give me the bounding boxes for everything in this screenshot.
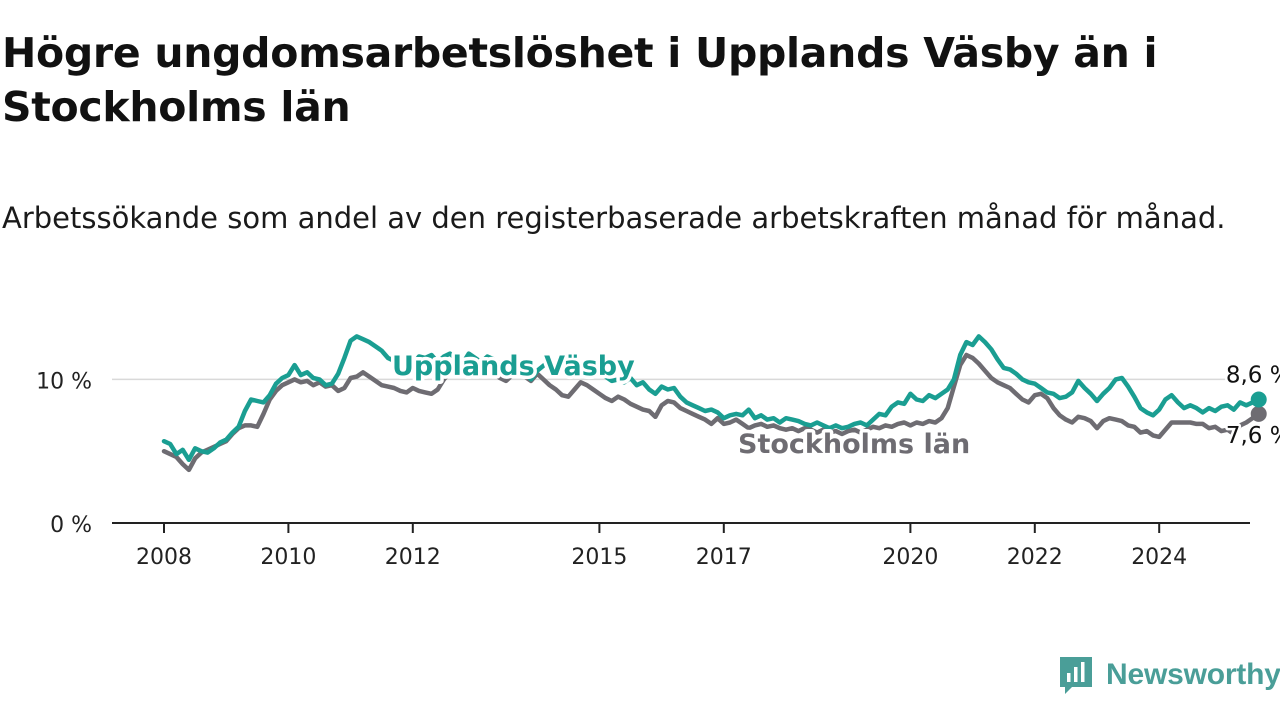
x-tick-label: 2008 [136, 545, 192, 570]
series-label-upplands-vasby: Upplands Väsby [392, 351, 635, 382]
x-tick-label: 2024 [1131, 545, 1187, 570]
brand-name: Newsworthy [1106, 658, 1280, 691]
y-tick-label: 0 % [50, 513, 92, 538]
x-tick-label: 2022 [1007, 545, 1063, 570]
axes-layer: 0 % 10 % 2008 2010 2012 2015 2017 2020 2022 2024 [36, 369, 1250, 570]
x-tick-label: 2015 [571, 545, 627, 570]
end-point-marker [1250, 405, 1267, 422]
chart-subtitle: Arbetssökande som andel av den registerb… [2, 201, 1226, 235]
x-tick-label: 2020 [882, 545, 938, 570]
newsworthy-logo[interactable]: Newsworthy [1058, 655, 1280, 695]
end-value-label-upplands-vasby: 8,6 % [1226, 363, 1280, 389]
x-tick-label: 2012 [385, 545, 441, 570]
newsworthy-logo-icon [1060, 657, 1092, 694]
end-value-label-stockholms-lan: 7,6 % [1226, 423, 1280, 449]
y-tick-label: 10 % [36, 369, 92, 394]
end-point-marker [1250, 391, 1267, 408]
series-line-stockholms-lan [161, 352, 1261, 473]
series-line-upplands-vasby [161, 334, 1261, 463]
series-layer [161, 334, 1267, 473]
x-tick-label: 2017 [696, 545, 752, 570]
chart-title: Högre ungdomsarbetslöshet i Upplands Väs… [2, 29, 1158, 131]
x-tick-label: 2010 [260, 545, 316, 570]
label-layer: Upplands Väsby Stockholms län 8,6 % 7,6 % [389, 348, 1280, 464]
series-label-stockholms-lan: Stockholms län [738, 429, 970, 460]
